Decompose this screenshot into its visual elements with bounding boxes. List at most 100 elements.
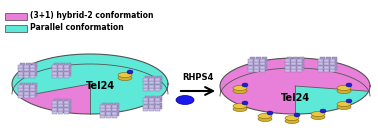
Bar [248,59,253,61]
Bar [143,98,148,101]
Bar [24,72,29,75]
Bar [112,108,117,111]
Bar [106,108,111,111]
Bar [330,66,335,69]
Ellipse shape [233,103,247,109]
Bar [24,95,29,98]
Bar [66,66,71,69]
Bar [149,85,154,87]
Bar [58,65,63,67]
Bar [149,78,154,81]
Text: (3+1) hybrid-2 conformation: (3+1) hybrid-2 conformation [30,12,153,21]
Bar [20,70,25,72]
Bar [157,79,162,82]
Bar [332,60,337,63]
Bar [297,69,302,72]
Bar [260,59,265,61]
Bar [18,88,23,91]
Bar [299,64,304,67]
Bar [100,108,105,111]
Ellipse shape [337,104,351,109]
Bar [112,105,117,107]
Bar [114,113,119,116]
Bar [60,63,65,66]
Bar [157,86,162,89]
Bar [157,96,162,98]
Bar [58,111,63,114]
Bar [155,108,160,111]
Bar [287,64,292,67]
Bar [26,70,31,72]
Bar [18,95,23,98]
Bar [30,68,35,71]
Ellipse shape [285,115,299,120]
Ellipse shape [267,111,273,115]
Bar [106,112,111,115]
Bar [318,66,323,69]
Bar [66,102,71,105]
Bar [260,62,265,65]
Bar [60,66,65,69]
Bar [254,59,259,61]
Ellipse shape [233,86,247,90]
Bar [52,68,57,71]
Ellipse shape [233,106,247,112]
Bar [52,111,57,114]
Bar [24,85,29,87]
Bar [66,99,71,101]
Bar [318,69,323,72]
Bar [64,65,69,67]
Bar [30,75,35,78]
Bar [250,64,255,67]
Polygon shape [220,58,370,114]
Bar [324,66,329,69]
Bar [20,66,25,69]
Ellipse shape [346,99,352,103]
Bar [326,57,331,60]
Bar [291,62,296,65]
Bar [60,106,65,109]
Bar [149,108,154,111]
Bar [106,105,111,107]
Bar [18,85,23,87]
Bar [20,63,25,66]
Bar [52,108,57,110]
Bar [299,67,304,70]
Bar [24,65,29,67]
Bar [52,104,57,107]
Bar [143,81,148,84]
Bar [145,99,150,102]
Bar [66,109,71,112]
Ellipse shape [294,113,300,117]
Bar [64,111,69,114]
Bar [30,65,35,67]
Bar [318,62,323,65]
Bar [332,67,337,70]
Bar [155,105,160,107]
Bar [58,101,63,103]
Bar [100,105,105,107]
Bar [24,75,29,78]
Bar [108,113,113,116]
Bar [20,73,25,76]
Bar [20,93,25,96]
Bar [60,102,65,105]
Bar [143,85,148,87]
Bar [291,66,296,69]
Bar [32,63,37,66]
Bar [102,103,107,106]
Ellipse shape [118,72,132,78]
Bar [250,57,255,60]
Bar [64,72,69,75]
Bar [285,66,290,69]
Bar [32,83,37,86]
Bar [30,72,35,75]
Bar [60,109,65,112]
Bar [64,75,69,78]
Bar [32,66,37,69]
Bar [64,68,69,71]
Bar [149,88,154,91]
Bar [299,57,304,60]
Ellipse shape [337,89,351,94]
Bar [18,92,23,95]
